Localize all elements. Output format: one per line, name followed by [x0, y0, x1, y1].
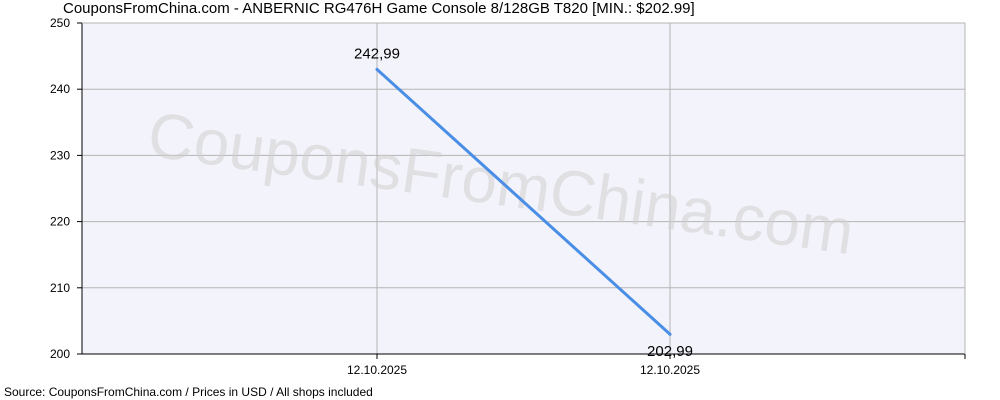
data-point [375, 67, 379, 71]
y-tick-label: 230 [50, 148, 70, 162]
chart-title: CouponsFromChina.com - ANBERNIC RG476H G… [63, 0, 695, 17]
source-note: Source: CouponsFromChina.com / Prices in… [4, 385, 373, 399]
y-tick-label: 210 [50, 281, 70, 295]
price-series-line [375, 67, 672, 336]
x-tick-label: 12.10.2025 [347, 363, 407, 377]
y-tick-label: 240 [50, 82, 70, 96]
x-tick-label: 12.10.2025 [640, 363, 700, 377]
data-label: 242,99 [354, 45, 400, 62]
plot-area [82, 23, 965, 354]
y-tick-label: 250 [50, 16, 70, 30]
y-tick-label: 200 [50, 347, 70, 361]
y-tick-label: 220 [50, 215, 70, 229]
data-label: 202,99 [647, 343, 693, 360]
data-point [668, 332, 672, 336]
